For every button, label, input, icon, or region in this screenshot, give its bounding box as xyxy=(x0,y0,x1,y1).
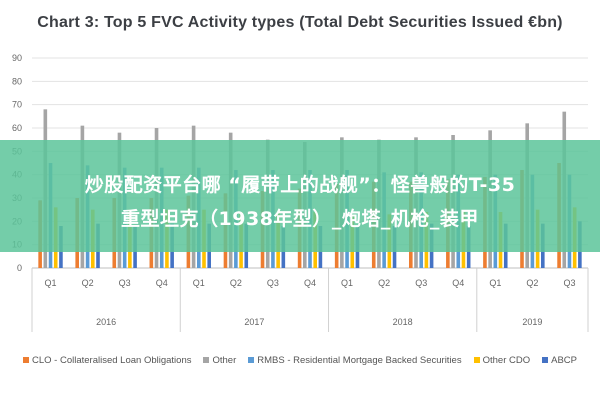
legend-label: RMBS - Residential Mortgage Backed Secur… xyxy=(257,354,462,366)
legend-label: Other xyxy=(212,354,237,366)
y-tick-label: 60 xyxy=(12,123,22,133)
x-tick-label: Q2 xyxy=(526,278,538,288)
legend-item: RMBS - Residential Mortgage Backed Secur… xyxy=(248,354,462,366)
x-tick-label: Q1 xyxy=(341,278,353,288)
legend-label: Other CDO xyxy=(482,354,531,366)
x-tick-label: Q2 xyxy=(378,278,390,288)
x-tick-label: Q4 xyxy=(304,278,316,288)
y-tick-label: 70 xyxy=(12,100,22,110)
legend-swatch xyxy=(23,357,29,363)
y-tick-label: 0 xyxy=(17,263,22,273)
legend-swatch xyxy=(473,357,480,363)
legend-swatch xyxy=(203,357,210,363)
x-tick-label: Q3 xyxy=(119,278,131,288)
legend-label: ABCP xyxy=(551,354,577,366)
legend-item: CLO - Collateralised Loan Obligations xyxy=(23,355,191,366)
year-label: 2016 xyxy=(96,317,116,327)
legend-label: CLO - Collateralised Loan Obligations xyxy=(32,354,192,366)
y-tick-label: 80 xyxy=(12,76,22,86)
text-overlay-banner: 炒股配资平台哪 “履带上的战舰”：怪兽般的T-35 重型坦克（1938年型）_炮… xyxy=(0,140,600,252)
year-label: 2019 xyxy=(522,317,542,327)
legend-item: Other xyxy=(203,355,236,366)
chart-title: Chart 3: Top 5 FVC Activity types (Total… xyxy=(37,14,563,31)
x-tick-label: Q2 xyxy=(82,278,94,288)
x-tick-label: Q1 xyxy=(193,278,205,288)
x-tick-label: Q3 xyxy=(563,278,575,288)
x-tick-label: Q4 xyxy=(156,278,168,288)
x-tick-label: Q1 xyxy=(45,278,57,288)
overlay-text-line-2: 重型坦克（1938年型）_炮塔_机枪_装甲 xyxy=(121,208,479,230)
legend-item: ABCP xyxy=(542,355,577,366)
x-tick-label: Q3 xyxy=(415,278,427,288)
x-tick-label: Q3 xyxy=(267,278,279,288)
y-tick-label: 90 xyxy=(12,53,22,63)
chart-legend: CLO - Collateralised Loan Obligations Oth… xyxy=(0,352,600,368)
legend-item: Other CDO xyxy=(473,354,531,366)
x-tick-label: Q2 xyxy=(230,278,242,288)
year-label: 2017 xyxy=(244,317,264,327)
legend-swatch xyxy=(542,357,549,363)
year-label: 2018 xyxy=(393,317,413,327)
legend-swatch xyxy=(248,357,255,363)
x-tick-label: Q1 xyxy=(489,278,501,288)
overlay-text-line-1: 炒股配资平台哪 “履带上的战舰”：怪兽般的T-35 xyxy=(84,174,516,196)
x-tick-label: Q4 xyxy=(452,278,464,288)
